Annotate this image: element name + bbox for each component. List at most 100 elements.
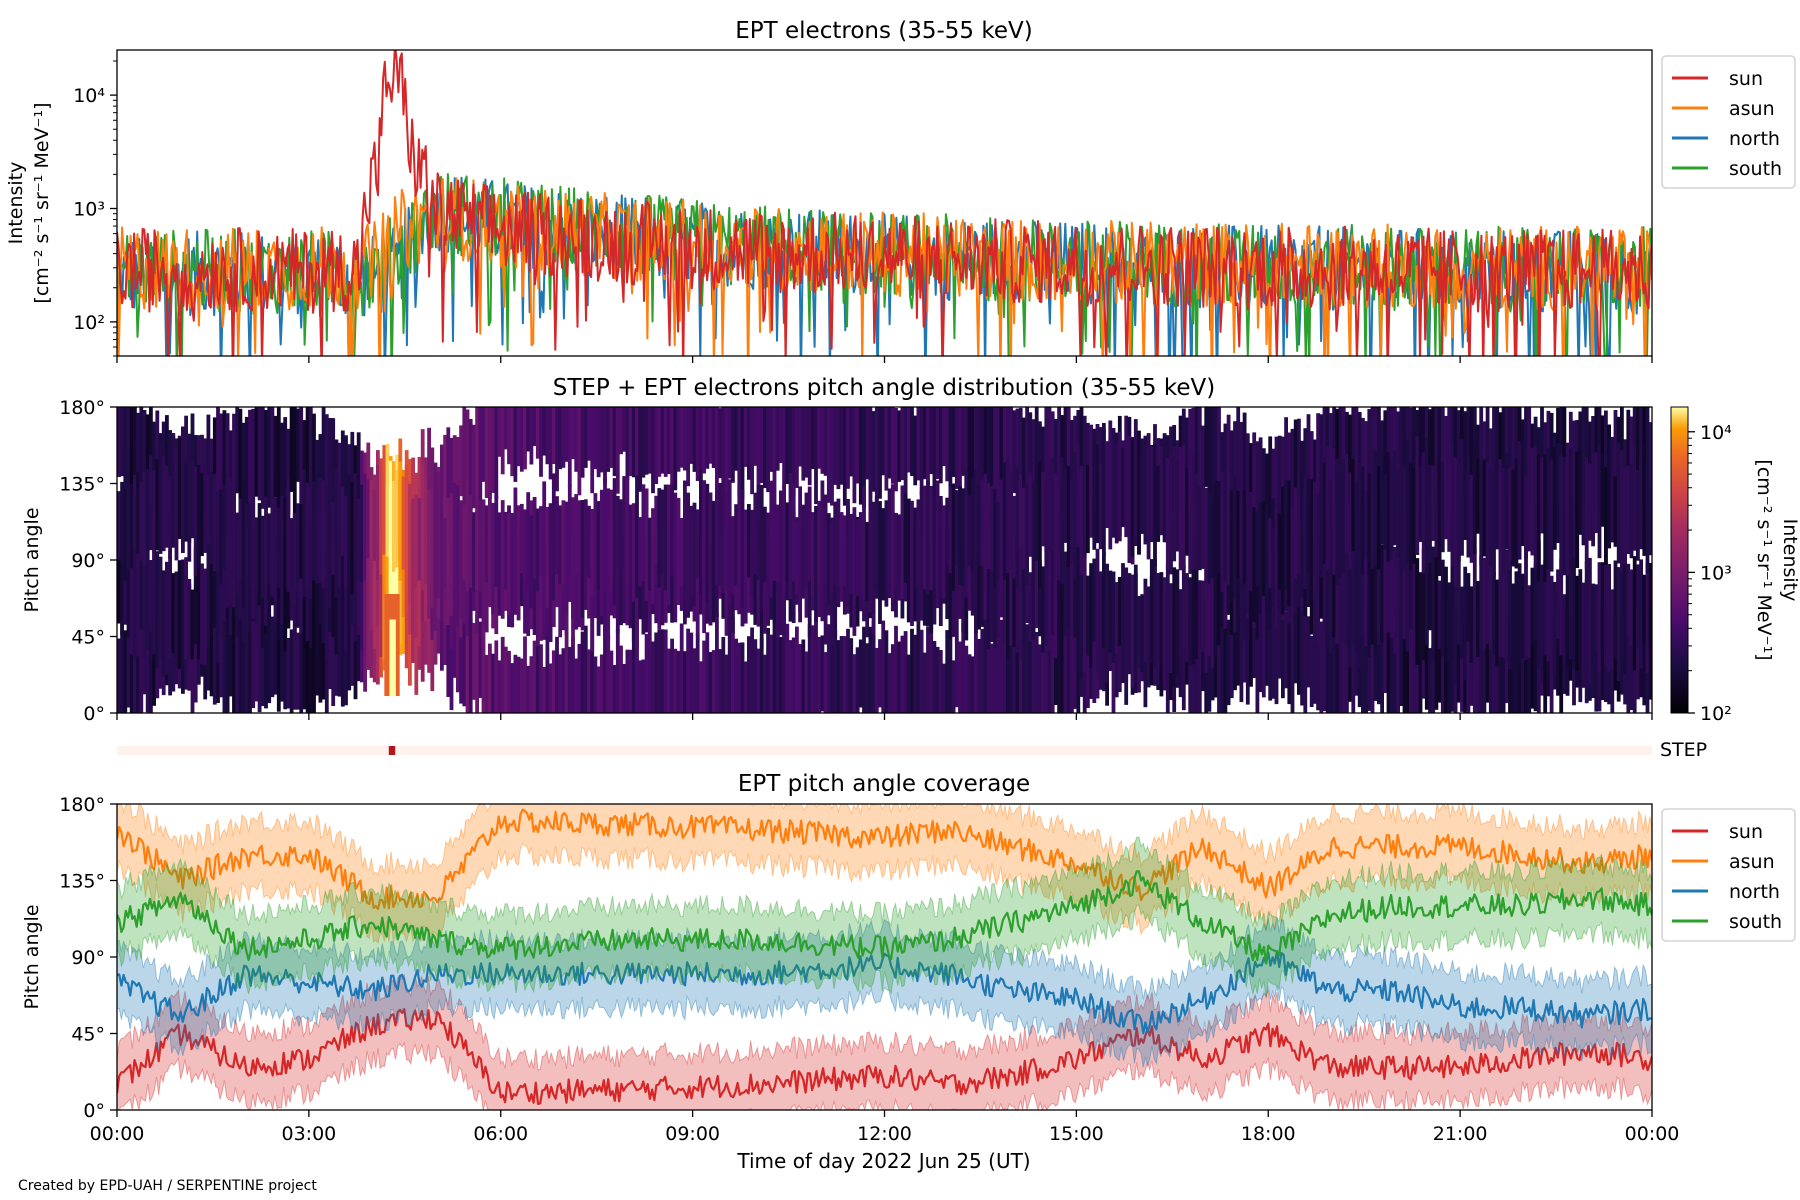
heatmap-cell (414, 547, 419, 639)
heatmap-cell (1041, 566, 1045, 653)
heatmap-cell (599, 407, 604, 473)
heatmap-cell (990, 544, 994, 642)
heatmap-cell (999, 479, 1004, 592)
heatmap-cell (353, 596, 358, 700)
heatmap-cell (1213, 407, 1218, 533)
heatmap-cell (1546, 448, 1551, 569)
heatmap-cell (842, 515, 847, 587)
heatmap-cell (1533, 446, 1538, 569)
heatmap-cell (1245, 509, 1250, 614)
heatmap-cell (711, 407, 716, 468)
heatmap-cell (1057, 407, 1061, 494)
heatmap-cell (404, 599, 409, 669)
heatmap-cell (894, 625, 898, 713)
heatmap-cell (657, 488, 662, 588)
heatmap-cell (1060, 544, 1065, 645)
heatmap-cell (1229, 490, 1234, 602)
heatmap-cell (1437, 458, 1442, 576)
heatmap-cell (1255, 511, 1260, 587)
heatmap-cell (884, 500, 889, 597)
heatmap-cell (200, 563, 204, 664)
heatmap-cell (1338, 473, 1343, 579)
heatmap-cell (280, 604, 284, 702)
heatmap-cell (932, 641, 937, 713)
heatmap-cell (1361, 606, 1365, 713)
heatmap-cell (1393, 547, 1397, 654)
heatmap-cell (964, 645, 969, 713)
heatmap-cell (356, 432, 361, 550)
heatmap-cell (296, 503, 300, 600)
heatmap-cell (1629, 416, 1634, 489)
heatmap-cell (398, 547, 403, 644)
heatmap-cell (1600, 562, 1605, 654)
heatmap-cell (478, 621, 483, 698)
heatmap-cell (567, 484, 572, 602)
heatmap-cell (699, 469, 703, 595)
credit-footer: Created by EPD-UAH / SERPENTINE project (18, 1178, 317, 1194)
heatmap-cell (1373, 450, 1378, 566)
heatmap-cell (254, 407, 259, 497)
heatmap-cell (868, 407, 873, 498)
heatmap-cell (225, 608, 230, 713)
heatmap-cell (932, 407, 937, 500)
panel4-xtick-label: 12:00 (857, 1123, 912, 1145)
heatmap-cell (347, 557, 352, 627)
heatmap-cell (641, 659, 646, 713)
heatmap-cell (289, 629, 294, 713)
heatmap-cell (881, 407, 886, 476)
panel4-legend: sun asun north south (1661, 808, 1796, 942)
heatmap-cell (763, 506, 767, 582)
heatmap-cell (1578, 448, 1583, 535)
heatmap-cell (238, 595, 243, 713)
heatmap-cell (235, 407, 240, 494)
heatmap-cell (769, 480, 774, 598)
heatmap-cell (900, 407, 905, 481)
heatmap-cell (1261, 584, 1266, 698)
heatmap-cell (612, 478, 617, 606)
heatmap-cell (1223, 611, 1228, 713)
heatmap-cell (929, 485, 934, 591)
heatmap-cell (174, 571, 179, 665)
heatmap-cell (1549, 459, 1554, 572)
heatmap-cell (756, 648, 761, 713)
heatmap-cell (561, 407, 566, 468)
heatmap-cell (1025, 484, 1029, 585)
heatmap-cell (801, 504, 806, 574)
heatmap-cell (1524, 535, 1528, 660)
heatmap-cell (1482, 557, 1487, 650)
heatmap-cell (1025, 407, 1029, 493)
heatmap-cell (139, 481, 144, 561)
heatmap-cell (120, 517, 124, 636)
heatmap-cell (318, 434, 323, 517)
heatmap-cell (1025, 553, 1029, 623)
heatmap-cell (270, 478, 275, 597)
heatmap-cell (1181, 565, 1186, 651)
heatmap-cell (798, 407, 802, 467)
heatmap-cell (1386, 547, 1391, 633)
panel1-ytick-label: 10² (73, 312, 105, 334)
heatmap-cell (983, 473, 988, 592)
heatmap-cell (1031, 606, 1036, 713)
heatmap-cell (267, 615, 272, 704)
heatmap-cell (1220, 472, 1225, 593)
heatmap-cell (673, 407, 678, 491)
heatmap-cell (855, 519, 860, 596)
heatmap-cell (1377, 407, 1381, 514)
panel2-ytick-label: 90° (71, 550, 105, 572)
heatmap-cell (1588, 463, 1592, 541)
heatmap-cell (1431, 646, 1436, 713)
heatmap-cell (1354, 481, 1359, 563)
heatmap-cell (276, 407, 281, 509)
heatmap-cell (1210, 540, 1215, 669)
heatmap-cell (430, 487, 435, 609)
heatmap-cell (574, 407, 579, 472)
heatmap-cell (347, 570, 352, 691)
heatmap-cell (145, 622, 150, 713)
heatmap-cell (1562, 456, 1567, 576)
heatmap-cell (970, 537, 975, 616)
heatmap-cell (935, 646, 940, 713)
heatmap-cell (363, 544, 367, 656)
heatmap-cell (679, 407, 684, 468)
heatmap-cell (497, 660, 502, 713)
heatmap-cell (1434, 534, 1439, 663)
